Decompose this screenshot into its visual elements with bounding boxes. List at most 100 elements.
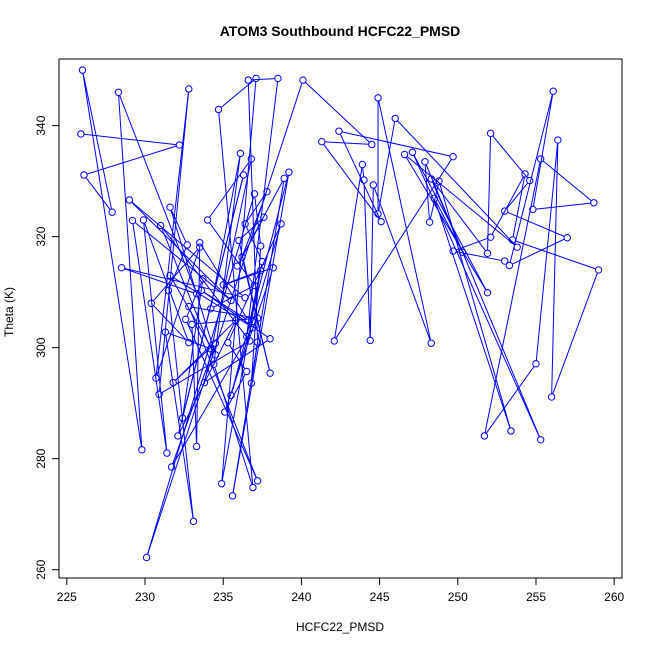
series-0-segment-65	[229, 345, 246, 370]
series-0-point-46	[196, 239, 204, 247]
series-0-segment-94	[334, 167, 363, 338]
series-0-point-93	[449, 152, 457, 161]
series-0-point-20	[155, 390, 163, 398]
series-0-segment-117	[506, 182, 529, 209]
series-0-segment-111	[434, 201, 511, 429]
series-0-segment-26	[169, 247, 187, 288]
series-0-point-58	[214, 105, 223, 114]
series-0-point-40	[181, 315, 190, 324]
series-0-segment-7	[124, 268, 194, 294]
series-0-segment-3	[82, 73, 113, 210]
y-tick-label-3: 320	[34, 226, 48, 246]
y-axis-label: Theta (K)	[2, 287, 16, 337]
series-0-point-99	[427, 339, 435, 347]
series-0-segment-44	[191, 327, 197, 444]
series-0-segment-55	[213, 156, 241, 362]
y-tick-label-1: 280	[34, 448, 48, 468]
series-0-segment-116	[492, 135, 529, 179]
series-0-point-118	[501, 207, 509, 215]
series-0-point-69	[285, 168, 293, 176]
series-0-segment-102	[397, 120, 516, 246]
series-0-point-72	[233, 262, 241, 270]
series-0-point-88	[299, 76, 307, 84]
series-0-segment-27	[170, 209, 187, 243]
series-0-segment-70	[232, 181, 285, 493]
series-0-point-51	[247, 155, 256, 163]
series-0-point-52	[203, 216, 212, 224]
series-0-point-39	[199, 275, 207, 283]
series-0-point-10	[125, 196, 134, 204]
series-0-point-54	[207, 305, 215, 313]
series-0-point-50	[200, 378, 209, 387]
series-0-segment-84	[251, 249, 262, 381]
series-0-segment-97	[369, 188, 374, 338]
series-0-point-77	[263, 187, 271, 196]
series-0-segment-22	[161, 228, 210, 346]
series-0-segment-79	[246, 264, 263, 334]
series-0-point-36	[174, 432, 182, 440]
series-0-point-97	[366, 336, 374, 345]
x-tick-label-3: 240	[291, 590, 311, 604]
series-0-segment-127	[551, 143, 559, 394]
series-0-segment-113	[432, 181, 462, 250]
x-tick-label-1: 230	[135, 590, 155, 604]
series-0-segment-15	[153, 305, 187, 341]
series-0-point-82	[244, 76, 252, 84]
series-0-point-89	[368, 140, 376, 149]
series-0-segment-99	[378, 100, 432, 341]
series-0-point-115	[483, 249, 492, 257]
series-0-point-105	[483, 288, 492, 297]
x-axis: 225 230 235 240 245 250 255 260	[57, 577, 625, 604]
chart-title: ATOM3 Southbound HCFC22_PMSD	[220, 23, 461, 39]
series-0-point-117	[526, 176, 534, 185]
series-0-point-96	[360, 176, 368, 184]
series-0-segment-81	[251, 78, 275, 81]
series-0-point-75	[266, 369, 274, 377]
series-0-segment-14	[144, 222, 189, 340]
series-points	[77, 66, 603, 562]
series-0-point-85	[257, 242, 265, 250]
series-0-point-130	[508, 236, 517, 244]
series-0-point-13	[163, 449, 171, 457]
series-0-point-101	[374, 210, 382, 218]
series-0-point-98	[369, 181, 378, 189]
series-0-point-16	[147, 299, 155, 307]
series-0-point-18	[152, 374, 160, 382]
series-0-point-48	[197, 286, 206, 295]
series-0-segment-110	[439, 184, 511, 428]
series-0-segment-82	[247, 83, 258, 339]
series-0-segment-112	[435, 200, 462, 250]
series-0-point-29	[211, 351, 220, 359]
series-0-point-64	[221, 408, 229, 416]
series-0-point-70	[228, 492, 237, 500]
series-0-point-12	[128, 216, 137, 225]
series-0-segment-34	[175, 322, 234, 381]
series-0-point-109	[425, 218, 434, 226]
series-0-point-90	[318, 138, 326, 146]
series-0-point-106	[408, 148, 417, 156]
series-0-segment-64	[225, 374, 246, 410]
series-0-segment-0	[84, 133, 177, 146]
series-0-segment-28	[170, 210, 215, 352]
series-0-point-84	[247, 379, 256, 387]
series-0-point-80	[242, 332, 251, 341]
series-0-point-27	[183, 241, 191, 249]
series-0-point-44	[188, 320, 196, 329]
series-0-segment-90	[323, 143, 380, 220]
series-0-segment-2	[85, 177, 111, 210]
series-0-segment-19	[158, 92, 189, 392]
series-0-segment-95	[362, 167, 365, 177]
series-0-segment-6	[119, 95, 196, 292]
series-0-point-73	[260, 213, 268, 221]
series-0-point-35	[232, 316, 240, 325]
series-0-point-67	[277, 220, 285, 228]
series-0-point-49	[266, 335, 274, 343]
series-0-point-134	[501, 257, 509, 265]
series-0-point-133	[449, 247, 457, 255]
series-0-segment-56	[214, 367, 253, 485]
series-0-point-71	[280, 174, 288, 183]
series-0-point-92	[335, 127, 343, 135]
series-0-point-1	[175, 141, 184, 149]
x-tick-label-2: 235	[213, 590, 233, 604]
